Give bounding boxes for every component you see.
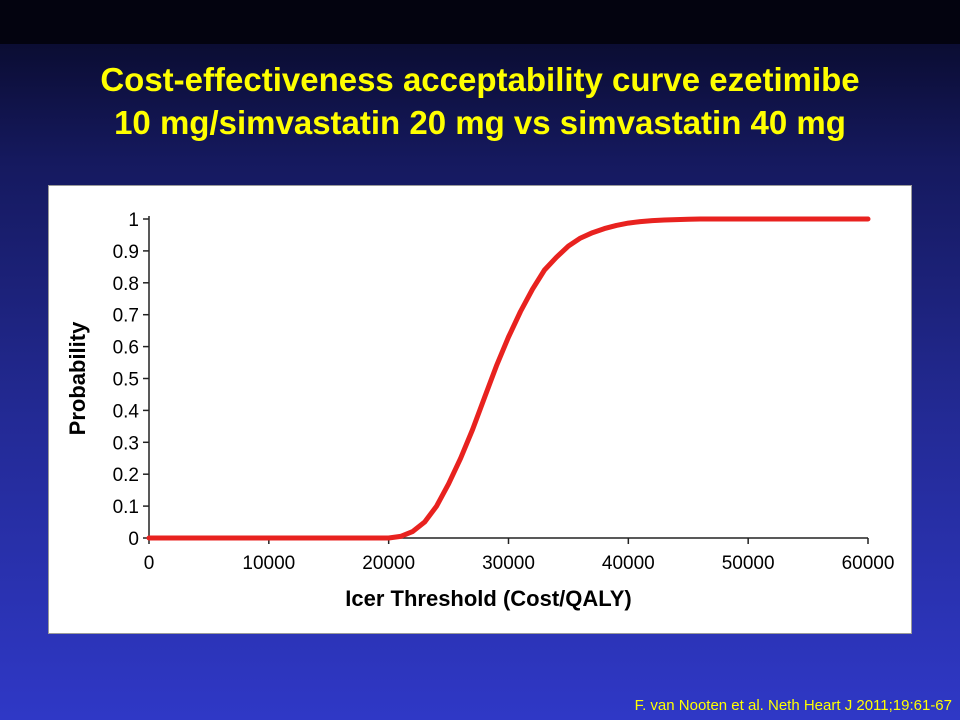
- x-tick-label: 30000: [482, 553, 535, 574]
- slide-title: Cost-effectiveness acceptability curve e…: [0, 58, 960, 144]
- slide-title-line-2: 10 mg/simvastatin 20 mg vs simvastatin 4…: [114, 104, 846, 141]
- y-tick-label: 0.2: [113, 465, 139, 486]
- x-tick-label: 0: [144, 553, 155, 574]
- chart-panel: 0 0.1 0.2 0.3 0.4 0.5 0.6 0.7 0.8 0.9 1 0 10000 20000…: [48, 185, 912, 634]
- x-tick-label: 10000: [242, 553, 295, 574]
- chart-ticks: 0 0.1 0.2 0.3 0.4 0.5 0.6 0.7 0.8 0.9 1 0 10000 20000…: [113, 210, 895, 574]
- y-tick-label: 0.5: [113, 370, 139, 391]
- x-tick-label: 40000: [602, 553, 655, 574]
- curve-layer: [146, 216, 871, 541]
- y-tick-label: 0.7: [113, 306, 139, 327]
- y-axis-label: Probability: [65, 321, 90, 435]
- y-tick-label: 0: [128, 529, 139, 550]
- top-band: [0, 0, 960, 44]
- y-tick-label: 0.8: [113, 274, 139, 295]
- probability-curve: [146, 216, 871, 541]
- citation: F. van Nooten et al. Neth Heart J 2011;1…: [634, 697, 952, 714]
- chart-axes: [148, 216, 868, 539]
- acceptability-chart: 0 0.1 0.2 0.3 0.4 0.5 0.6 0.7 0.8 0.9 1 0 10000 20000…: [65, 210, 895, 611]
- y-tick-label: 0.1: [113, 497, 139, 518]
- x-axis-label: Icer Threshold (Cost/QALY): [345, 586, 631, 611]
- y-tick-label: 0.6: [113, 338, 139, 359]
- y-tick-label: 0.3: [113, 433, 139, 454]
- x-tick-label: 60000: [842, 553, 895, 574]
- slide-title-line-1: Cost-effectiveness acceptability curve e…: [100, 61, 860, 98]
- y-tick-label: 1: [128, 210, 139, 231]
- x-tick-label: 50000: [722, 553, 775, 574]
- x-tick-label: 20000: [362, 553, 415, 574]
- y-tick-label: 0.9: [113, 242, 139, 263]
- y-tick-label: 0.4: [113, 401, 140, 422]
